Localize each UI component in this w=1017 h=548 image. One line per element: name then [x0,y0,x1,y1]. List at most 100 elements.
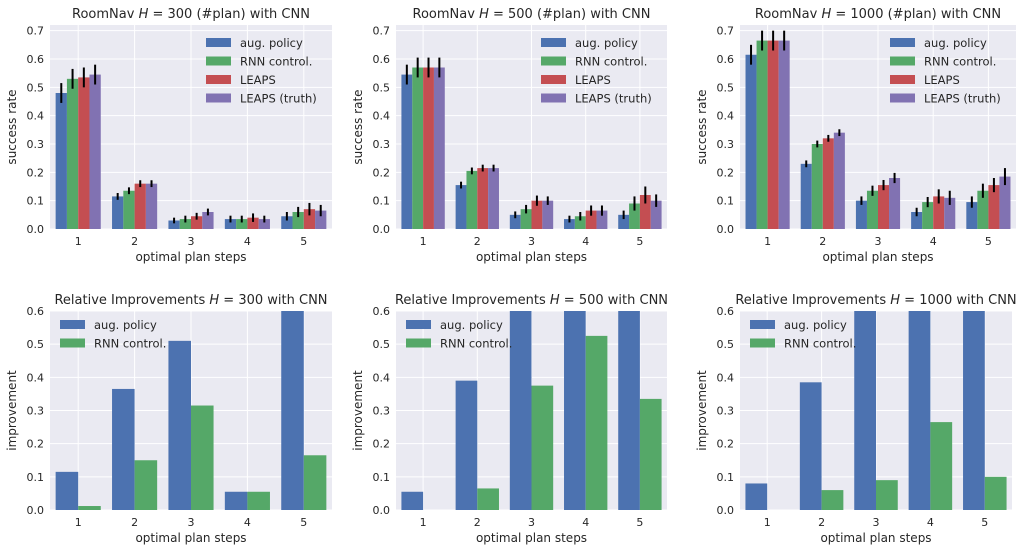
x-tick-label: 3 [528,235,535,248]
chart-panel-1: 0.0 0.1 0.2 0.3 0.4 0.5 0.6 0.7 1 2 3 4 5 RoomNav H =… [5,7,332,264]
x-tick-label: 2 [819,235,826,248]
bar-aug-policy-4 [564,219,575,229]
bar-aug-policy-2 [799,382,822,510]
legend-swatch [406,338,431,348]
bar-aug-policy-5 [618,311,640,510]
y-tick-label: 0.4 [373,371,391,384]
y-tick-label: 0.0 [27,223,45,236]
x-axis-label: optimal plan steps [135,250,246,264]
bar-aug-policy-1 [55,471,79,510]
bar-rnn-control-3 [520,209,532,229]
x-axis-label: optimal plan steps [820,531,931,545]
x-axis-label: optimal plan steps [822,250,933,264]
bar-leaps-1 [767,40,779,230]
bar-leaps-5 [988,185,1000,229]
legend-label: LEAPS (truth) [924,92,1001,106]
y-tick-label: 0.0 [717,504,735,517]
bar-leaps-truth-1 [433,67,445,229]
bar-leaps-truth-5 [650,200,662,229]
bar-rnn-control-2 [123,190,135,229]
chart-panel-2: 0.0 0.1 0.2 0.3 0.4 0.5 0.6 0.7 1 2 3 4 5 RoomNav H =… [351,7,667,264]
x-axis-label: optimal plan steps [135,531,246,545]
bar-aug-policy-1 [745,54,757,229]
legend: aug. policy RNN control. LEAPS LEAPS (truth… [206,36,317,106]
legend-swatch [541,56,566,66]
x-tick-label: 5 [985,235,992,248]
chart-title: RoomNav H = 300 (#plan) with CNN [72,7,310,22]
legend-label: LEAPS [575,73,611,87]
y-tick-label: 0.3 [373,138,391,151]
y-tick-label: 0.2 [717,166,735,179]
x-tick-label: 4 [244,516,251,529]
y-axis-label: success rate [351,89,365,164]
x-tick-label: 5 [981,516,988,529]
bar-rnn-control-3 [866,190,878,229]
bar-aug-policy-3 [855,200,867,229]
legend: aug. policy RNN control. [60,318,166,351]
legend-label: RNN control. [94,337,166,351]
y-tick-label: 0.1 [27,471,45,484]
y-tick-label: 0.1 [27,195,45,208]
bar-leaps-truth-3 [889,178,901,229]
bar-leaps-truth-3 [202,212,214,229]
legend-swatch [206,93,231,103]
bar-rnn-control-5 [984,476,1007,510]
y-tick-label: 0.1 [373,195,391,208]
y-tick-label: 0.4 [717,371,735,384]
y-tick-label: 0.0 [717,223,735,236]
bar-aug-policy-5 [966,202,978,229]
bar-leaps-3 [878,185,890,229]
bar-leaps-truth-4 [596,210,608,229]
y-tick-label: 0.5 [717,338,735,351]
y-tick-label: 0.3 [717,138,735,151]
x-tick-label: 3 [188,235,195,248]
legend-swatch [206,38,231,47]
bar-aug-policy-3 [509,311,532,510]
x-tick-label: 5 [636,235,643,248]
chart-panel-6: 0.0 0.1 0.2 0.3 0.4 0.5 0.6 1 2 3 4 5 Relative Impro… [695,293,1017,545]
bar-rnn-control-5 [303,455,327,510]
bar-aug-policy-2 [800,163,812,229]
legend-swatch [750,320,775,329]
x-tick-label: 3 [188,516,195,529]
bar-leaps-truth-5 [999,176,1011,229]
y-tick-label: 0.3 [27,138,45,151]
legend-label: LEAPS [240,73,276,87]
x-tick-label: 1 [75,516,82,529]
x-axis-label: optimal plan steps [476,250,587,264]
y-tick-label: 0.1 [717,195,735,208]
bar-aug-policy-2 [112,388,135,510]
legend-swatch [406,320,431,329]
bar-leaps-1 [78,77,90,230]
bar-rnn-control-4 [930,422,953,510]
y-axis-label: improvement [695,370,709,451]
x-tick-label: 1 [764,235,771,248]
bar-aug-policy-2 [455,185,467,229]
bar-aug-policy-4 [564,311,586,510]
bar-aug-policy-5 [281,216,293,229]
legend-label: aug. policy [440,318,503,332]
y-tick-label: 0.6 [27,305,45,318]
legend: aug. policy RNN control. LEAPS LEAPS (truth… [890,36,1001,106]
legend-label: RNN control. [924,55,996,69]
y-tick-label: 0.6 [373,53,391,66]
bar-rnn-control-2 [811,144,823,229]
y-tick-label: 0.4 [27,371,45,384]
chart-title: Relative Improvements H = 500 with CNN [395,293,668,308]
bar-rnn-control-4 [585,335,608,510]
bar-leaps-truth-3 [542,200,554,229]
y-tick-label: 0.7 [717,25,735,38]
bar-aug-policy-4 [908,311,931,510]
y-axis-label: success rate [695,89,709,164]
x-tick-label: 4 [244,235,251,248]
bar-leaps-1 [423,67,434,229]
bar-leaps-2 [134,183,146,229]
x-tick-label: 3 [875,235,882,248]
x-tick-label: 5 [636,516,643,529]
legend-label: RNN control. [440,337,512,351]
x-tick-label: 4 [927,516,934,529]
bar-aug-policy-3 [168,220,180,229]
x-tick-label: 3 [528,516,535,529]
legend: aug. policy RNN control. [750,318,856,351]
